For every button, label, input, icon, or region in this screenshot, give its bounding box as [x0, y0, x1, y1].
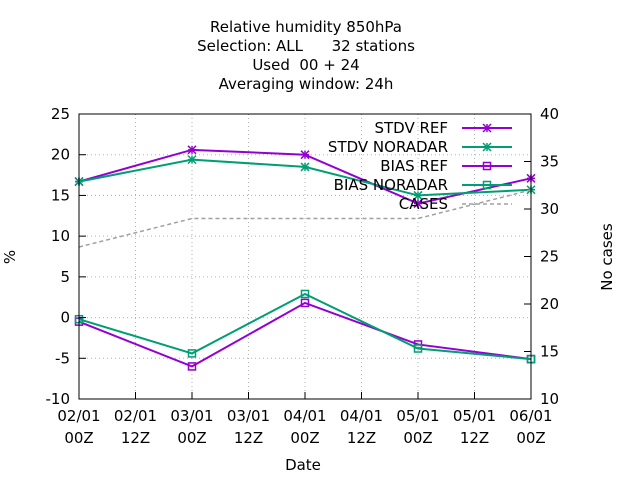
y-tick-label: 5	[60, 268, 70, 286]
x-axis-label: Date	[285, 456, 321, 474]
title-line-2: Selection: ALL 32 stations	[197, 37, 415, 55]
y-axis-label: %	[1, 250, 19, 264]
series-line-bias-noradar	[78, 292, 532, 361]
y2-tick-label: 20	[540, 295, 559, 313]
x-tick-label-date: 02/01	[57, 407, 100, 425]
x-tick-label-date: 04/01	[283, 407, 326, 425]
data-point-bias-noradar	[413, 344, 423, 353]
y2-tick-label: 25	[540, 248, 559, 266]
data-point-stdv-ref	[300, 150, 310, 160]
x-tick-label-date: 05/01	[396, 407, 439, 425]
y2-tick-label: 35	[540, 153, 559, 171]
series-line-cases	[78, 189, 532, 248]
y2-tick-label: 10	[540, 390, 559, 408]
data-point-stdv-noradar	[300, 162, 310, 172]
series-line-bias-ref	[78, 301, 532, 368]
legend-marker-stdv-noradar	[482, 142, 492, 152]
data-point-bias-noradar	[300, 289, 310, 299]
legend-label-bias-ref: BIAS REF	[380, 157, 448, 175]
title-line-1: Relative humidity 850hPa	[210, 18, 402, 36]
plot-series	[74, 145, 536, 371]
legend-label-bias-noradar: BIAS NORADAR	[334, 176, 448, 194]
x-tick-label-hour: 00Z	[403, 429, 432, 447]
y-tick-label: 15	[51, 186, 70, 204]
y2-axis-label: No cases	[598, 223, 616, 291]
legend-label-cases: CASES	[399, 195, 448, 213]
x-tick-label-hour: 00Z	[290, 429, 319, 447]
y-tick-label: 0	[60, 309, 70, 327]
y-tick-label: 25	[51, 105, 70, 123]
data-point-stdv-ref	[413, 199, 423, 209]
x-tick-label-hour: 12Z	[234, 429, 263, 447]
legend-marker-stdv-ref	[482, 123, 492, 133]
x-tick-label-date: 05/01	[453, 407, 496, 425]
x-tick-label-date: 06/01	[509, 407, 552, 425]
x-tick-label-hour: 12Z	[121, 429, 150, 447]
x-tick-label-date: 04/01	[340, 407, 383, 425]
y-tick-label: -5	[55, 349, 70, 367]
data-point-stdv-noradar	[187, 155, 197, 165]
chart-title: Relative humidity 850hPa Selection: ALL …	[197, 18, 415, 93]
x-tick-label-date: 03/01	[227, 407, 270, 425]
data-point-stdv-ref	[187, 145, 197, 155]
legend-label-stdv-ref: STDV REF	[374, 119, 448, 137]
legend-marker-bias-noradar	[482, 180, 492, 190]
legend-label-stdv-noradar: STDV NORADAR	[328, 138, 448, 156]
axis-ticks: -10 -5 0 5 10 15 20 25 10 15 20 25 30 35 40 02/01 00Z 02/…	[46, 105, 560, 447]
x-tick-label-hour: 00Z	[64, 429, 93, 447]
y-tick-label: -10	[46, 390, 71, 408]
series-cases	[78, 189, 532, 248]
data-point-bias-noradar	[187, 349, 197, 358]
y2-tick-label: 30	[540, 200, 559, 218]
legend-marker-bias-ref	[482, 161, 492, 171]
data-point-bias-ref	[187, 362, 197, 371]
y-tick-label: 20	[51, 146, 70, 164]
x-tick-label-date: 03/01	[170, 407, 213, 425]
x-tick-label-hour: 12Z	[347, 429, 376, 447]
y-tick-label: 10	[51, 227, 70, 245]
x-tick-label-date: 02/01	[114, 407, 157, 425]
y2-tick-label: 40	[540, 105, 559, 123]
x-tick-label-hour: 00Z	[516, 429, 545, 447]
data-point-stdv-noradar	[413, 190, 423, 200]
y2-tick-label: 15	[540, 343, 559, 361]
title-line-3: Used 00 + 24	[252, 56, 359, 74]
x-tick-label-hour: 12Z	[460, 429, 489, 447]
data-point-bias-ref	[300, 298, 310, 308]
x-tick-label-hour: 00Z	[177, 429, 206, 447]
title-line-4: Averaging window: 24h	[219, 75, 394, 93]
